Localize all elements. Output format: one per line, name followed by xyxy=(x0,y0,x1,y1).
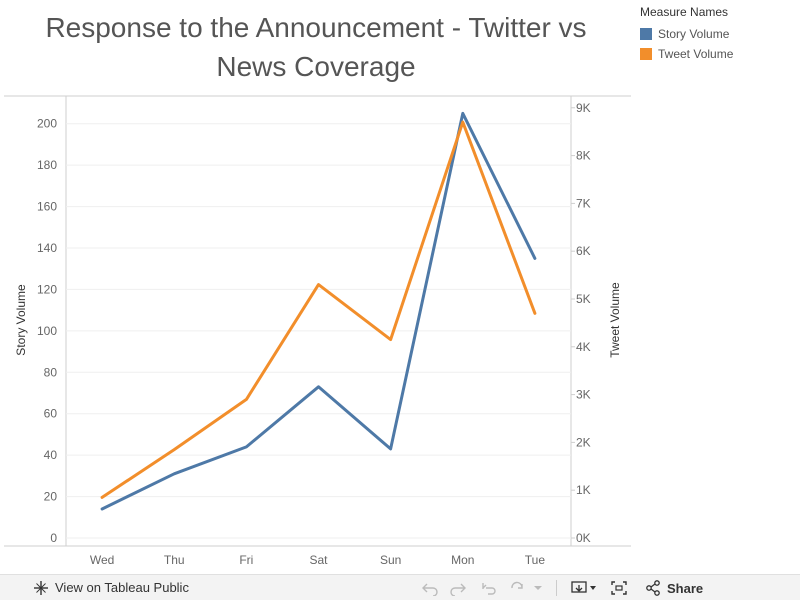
share-button[interactable]: Share xyxy=(645,575,703,601)
revert-icon[interactable] xyxy=(472,575,506,601)
undo-icon[interactable] xyxy=(416,575,444,601)
right-tick-label: 8K xyxy=(576,149,591,163)
right-axis-title: Tweet Volume xyxy=(608,282,622,358)
left-tick-label: 160 xyxy=(37,200,57,214)
left-tick-label: 80 xyxy=(44,365,58,379)
tableau-logo-icon xyxy=(33,575,49,601)
left-tick-label: 20 xyxy=(44,490,58,504)
chart-container: Response to the Announcement - Twitter v… xyxy=(0,5,795,567)
toolbar-actions: Share xyxy=(416,575,703,601)
left-tick-label: 100 xyxy=(37,324,57,338)
left-tick-label: 60 xyxy=(44,407,58,421)
pause-dropdown-icon[interactable] xyxy=(530,575,546,601)
share-icon xyxy=(645,575,661,601)
legend-label-story-volume: Story Volume xyxy=(658,27,730,41)
left-tick-label: 40 xyxy=(44,448,58,462)
x-tick-label: Sun xyxy=(380,553,401,567)
left-axis-title: Story Volume xyxy=(14,284,28,356)
legend-item-story-volume[interactable]: Story Volume xyxy=(640,24,795,44)
redo-icon[interactable] xyxy=(444,575,472,601)
plot-svg: 0 20 40 60 80 100 120 140 160 180 200 0K 1K 2K 3K 4K 5K 6… xyxy=(4,95,631,567)
right-tick-label: 6K xyxy=(576,244,591,258)
chart-title-line-2: News Coverage xyxy=(216,51,416,82)
left-tick-label: 120 xyxy=(37,282,57,296)
left-tick-label: 140 xyxy=(37,241,57,255)
view-on-tableau-public-link[interactable]: View on Tableau Public xyxy=(0,575,189,601)
right-tick-label: 2K xyxy=(576,435,591,449)
download-icon[interactable] xyxy=(567,575,601,601)
left-tick-label: 180 xyxy=(37,158,57,172)
view-on-tableau-public-label: View on Tableau Public xyxy=(55,580,189,595)
tableau-toolbar: View on Tableau Public xyxy=(0,574,800,600)
right-tick-label: 1K xyxy=(576,483,591,497)
chart-title-line-1: Response to the Announcement - Twitter v… xyxy=(45,12,587,43)
right-tick-label: 4K xyxy=(576,340,591,354)
share-label: Share xyxy=(667,580,704,596)
right-tick-label: 5K xyxy=(576,292,591,306)
legend-title: Measure Names xyxy=(640,5,729,19)
left-tick-label: 0 xyxy=(50,531,57,545)
right-tick-label: 3K xyxy=(576,388,591,402)
refresh-icon[interactable] xyxy=(506,575,530,601)
legend-swatch-story-volume xyxy=(640,28,652,40)
fullscreen-icon[interactable] xyxy=(601,575,637,601)
legend-swatch-tweet-volume xyxy=(640,48,652,60)
legend-label-tweet-volume: Tweet Volume xyxy=(658,47,734,61)
x-tick-label: Sat xyxy=(309,553,328,567)
series-line-story-volume xyxy=(100,111,537,511)
right-tick-label: 0K xyxy=(576,531,591,545)
x-tick-label: Fri xyxy=(239,553,253,567)
x-tick-label: Wed xyxy=(90,553,114,567)
x-tick-label: Mon xyxy=(451,553,474,567)
toolbar-separator xyxy=(556,580,557,596)
right-tick-label: 7K xyxy=(576,196,591,210)
legend-item-tweet-volume[interactable]: Tweet Volume xyxy=(640,44,795,64)
x-tick-label: Thu xyxy=(164,553,185,567)
legend: Measure Names Story Volume Tweet Volume xyxy=(640,5,795,64)
x-tick-label: Tue xyxy=(525,553,546,567)
series-line-tweet-volume xyxy=(100,120,537,499)
left-tick-label: 200 xyxy=(37,117,57,131)
chart-title: Response to the Announcement - Twitter v… xyxy=(0,8,632,86)
right-tick-label: 9K xyxy=(576,101,591,115)
